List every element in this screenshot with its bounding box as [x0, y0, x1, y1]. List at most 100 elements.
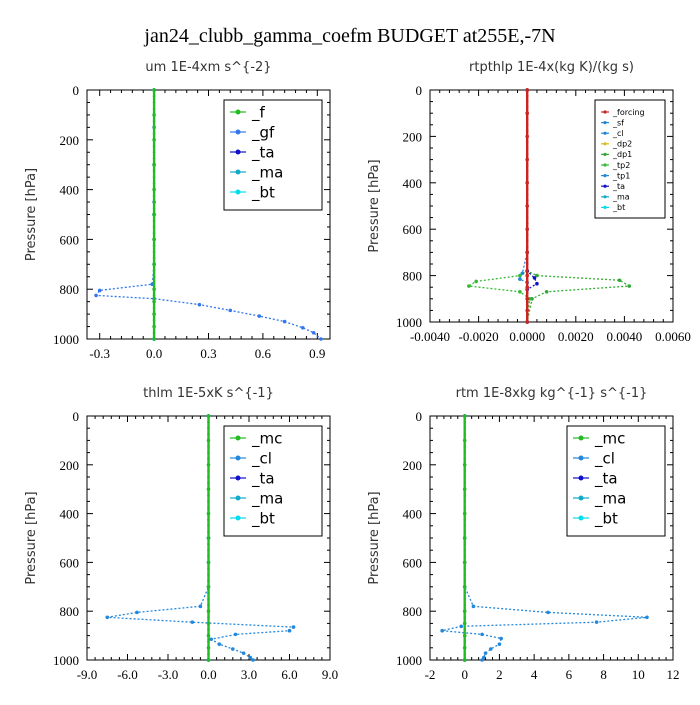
data-point	[197, 302, 202, 307]
data-point	[525, 262, 529, 266]
data-point	[525, 297, 529, 301]
data-point	[248, 655, 253, 660]
data-point	[530, 297, 534, 301]
x-tick-label: 0	[461, 667, 468, 682]
x-tick-label: -0.3	[89, 346, 110, 361]
x-tick-label: 0.0060	[655, 329, 691, 344]
data-point	[463, 658, 467, 662]
x-tick-label: -6.0	[117, 667, 138, 682]
x-tick-label: 12	[667, 667, 680, 682]
data-point	[207, 445, 210, 448]
data-point	[152, 94, 156, 98]
data-point	[311, 330, 316, 335]
data-point	[207, 567, 210, 570]
data-point	[94, 293, 98, 298]
data-point	[152, 88, 156, 92]
x-tick-label: -3.0	[158, 667, 179, 682]
data-point	[525, 303, 529, 306]
data-point	[207, 603, 210, 607]
data-point	[152, 113, 156, 117]
y-tick-label: 1000	[396, 315, 422, 330]
data-point	[463, 536, 467, 540]
data-point	[207, 555, 210, 558]
data-point	[207, 579, 210, 582]
data-point	[463, 518, 467, 521]
data-point	[532, 276, 537, 280]
data-point	[463, 634, 467, 637]
data-point	[152, 225, 156, 229]
legend-label: _sf	[612, 118, 624, 127]
data-point	[463, 616, 467, 619]
data-point	[463, 548, 467, 552]
data-point	[241, 651, 246, 655]
data-point	[525, 309, 529, 312]
legend-label: _cl	[594, 449, 615, 468]
data-point	[525, 222, 529, 225]
data-point	[525, 164, 529, 167]
y-axis-label: Pressure [hPa]	[367, 159, 382, 252]
legend-marker	[603, 163, 607, 167]
legend-label: _ma	[251, 163, 283, 182]
data-point	[525, 146, 529, 150]
data-point	[207, 561, 210, 564]
data-point	[525, 193, 529, 196]
data-point	[152, 132, 156, 135]
data-point	[217, 642, 222, 646]
data-point	[207, 524, 210, 528]
data-point	[207, 506, 210, 509]
y-tick-label: 600	[60, 555, 80, 570]
x-tick-label: 9.0	[322, 667, 338, 682]
data-point	[282, 319, 287, 324]
data-point	[152, 269, 156, 272]
y-tick-label: 800	[403, 604, 423, 619]
data-point	[525, 175, 529, 179]
legend-label: _gf	[251, 123, 275, 142]
data-point	[463, 555, 467, 558]
data-point	[207, 640, 210, 643]
data-point	[233, 632, 238, 637]
y-tick-label: 200	[60, 458, 80, 473]
data-point	[525, 256, 529, 260]
x-tick-label: 0.3	[200, 346, 216, 361]
data-point	[207, 494, 210, 497]
data-point	[525, 198, 529, 202]
data-point	[525, 204, 529, 208]
data-point	[152, 238, 156, 241]
data-point	[463, 652, 467, 656]
data-point	[152, 337, 156, 341]
data-point	[207, 591, 210, 595]
legend-marker	[235, 169, 241, 175]
data-point	[207, 536, 210, 540]
data-point	[152, 188, 156, 191]
legend-label: _bt	[594, 509, 618, 528]
data-point	[207, 548, 210, 552]
legend-marker	[578, 435, 584, 441]
legend-box	[594, 99, 666, 219]
data-point	[319, 337, 323, 341]
x-tick-label: -0.0020	[459, 329, 499, 344]
data-point	[463, 561, 467, 564]
data-point	[525, 123, 529, 127]
data-point	[463, 646, 467, 650]
data-point	[488, 647, 493, 651]
legend-marker	[603, 142, 607, 146]
data-point	[525, 140, 529, 144]
data-point	[463, 573, 467, 576]
data-point	[525, 88, 529, 92]
data-point	[152, 157, 156, 160]
legend-marker	[603, 174, 607, 178]
data-point	[525, 100, 529, 103]
data-point	[525, 245, 529, 248]
data-point	[207, 518, 210, 521]
legend-marker	[235, 189, 241, 195]
x-tick-label: 0.6	[255, 346, 272, 361]
y-tick-label: 400	[60, 507, 80, 522]
data-point	[207, 500, 210, 503]
data-point	[152, 331, 156, 335]
data-point	[228, 308, 233, 313]
y-axis-label: Pressure [hPa]	[367, 491, 382, 584]
panel-title: rtm 1E-8xkg kg^{-1} s^{-1}	[456, 386, 648, 401]
data-point	[251, 658, 255, 662]
legend-label: _cl	[612, 129, 624, 138]
